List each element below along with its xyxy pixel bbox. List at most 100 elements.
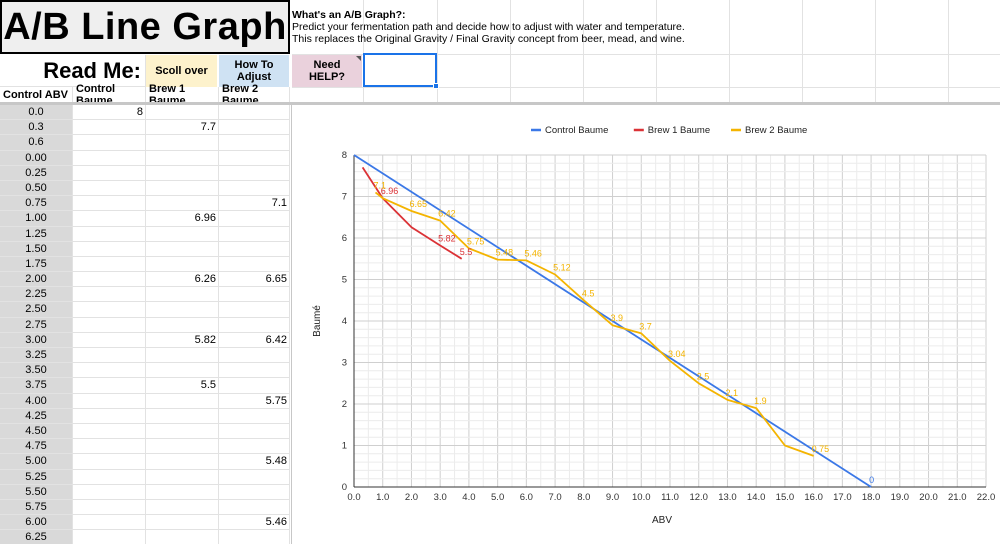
brew1-baume-cell[interactable] [146,363,219,379]
control-baume-cell[interactable] [73,530,146,544]
brew2-baume-cell[interactable] [219,378,290,394]
control-baume-cell[interactable] [73,515,146,531]
brew1-baume-cell[interactable] [146,302,219,318]
brew2-baume-cell[interactable] [219,484,290,500]
control-baume-cell[interactable] [73,120,146,136]
abv-cell[interactable]: 2.50 [0,302,73,318]
brew2-baume-cell[interactable] [219,408,290,424]
brew2-baume-cell[interactable] [219,439,290,455]
abv-cell[interactable]: 1.00 [0,211,73,227]
brew2-baume-cell[interactable] [219,363,290,379]
brew1-baume-cell[interactable] [146,454,219,470]
control-baume-cell[interactable] [73,302,146,318]
control-baume-cell[interactable] [73,439,146,455]
brew2-baume-cell[interactable] [219,165,290,181]
brew2-baume-cell[interactable] [219,423,290,440]
abv-cell[interactable]: 1.25 [0,226,73,242]
abv-cell[interactable]: 5.50 [0,484,73,500]
header-control-abv[interactable]: Control ABV [0,87,73,103]
abv-cell[interactable]: 4.50 [0,423,73,440]
abv-cell[interactable]: 4.25 [0,408,73,424]
control-baume-cell[interactable]: 8 [73,105,146,121]
control-baume-cell[interactable] [73,393,146,409]
control-baume-cell[interactable] [73,196,146,212]
brew2-baume-cell[interactable] [219,150,290,166]
abv-cell[interactable]: 6.25 [0,530,73,544]
brew2-baume-cell[interactable]: 6.42 [219,332,290,348]
brew1-baume-cell[interactable]: 6.96 [146,211,219,227]
abv-cell[interactable]: 0.00 [0,150,73,166]
abv-cell[interactable]: 3.25 [0,348,73,364]
brew2-baume-cell[interactable]: 5.75 [219,393,290,409]
abv-cell[interactable]: 3.75 [0,378,73,394]
control-baume-cell[interactable] [73,211,146,227]
abv-cell[interactable]: 0.6 [0,135,73,151]
abv-cell[interactable]: 4.75 [0,439,73,455]
control-baume-cell[interactable] [73,469,146,485]
brew1-baume-cell[interactable]: 5.5 [146,378,219,394]
brew1-baume-cell[interactable]: 5.82 [146,332,219,348]
brew1-baume-cell[interactable] [146,165,219,181]
title-cell[interactable]: A/B Line Graph [0,0,290,54]
selected-cell[interactable] [363,53,439,89]
brew2-baume-cell[interactable] [219,241,290,257]
abv-cell[interactable]: 3.50 [0,363,73,379]
brew1-baume-cell[interactable] [146,105,219,121]
brew2-baume-cell[interactable] [219,180,290,197]
brew1-baume-cell[interactable] [146,317,219,333]
brew1-baume-cell[interactable]: 7.7 [146,120,219,136]
brew2-baume-cell[interactable] [219,226,290,242]
brew1-baume-cell[interactable] [146,180,219,197]
how-to-adjust-button[interactable]: How To Adjust [219,55,290,87]
header-brew2-baume[interactable]: Brew 2 Baume [219,83,290,107]
abv-cell[interactable]: 1.50 [0,241,73,257]
control-baume-cell[interactable] [73,180,146,197]
brew2-baume-cell[interactable] [219,469,290,485]
control-baume-cell[interactable] [73,378,146,394]
abv-cell[interactable]: 2.25 [0,287,73,303]
line-chart[interactable]: 0.0 1.0 2.0 3.0 4.0 5.0 6.0 7.0 8.0 9.0 10.0 11.0 12… [291,105,1000,544]
control-baume-cell[interactable] [73,454,146,470]
abv-cell[interactable]: 5.75 [0,499,73,516]
abv-cell[interactable]: 6.00 [0,515,73,531]
brew2-baume-cell[interactable] [219,317,290,333]
control-baume-cell[interactable] [73,499,146,516]
abv-cell[interactable]: 0.25 [0,165,73,181]
brew2-baume-cell[interactable] [219,120,290,136]
brew1-baume-cell[interactable] [146,150,219,166]
brew2-baume-cell[interactable] [219,530,290,544]
brew2-baume-cell[interactable]: 7.1 [219,196,290,212]
abv-cell[interactable]: 5.25 [0,469,73,485]
control-baume-cell[interactable] [73,287,146,303]
brew2-baume-cell[interactable] [219,348,290,364]
abv-cell[interactable]: 0.0 [0,105,73,121]
brew2-baume-cell[interactable] [219,135,290,151]
control-baume-cell[interactable] [73,332,146,348]
control-baume-cell[interactable] [73,150,146,166]
brew2-baume-cell[interactable]: 6.65 [219,272,290,288]
brew1-baume-cell[interactable] [146,439,219,455]
brew2-baume-cell[interactable]: 5.48 [219,454,290,470]
control-baume-cell[interactable] [73,317,146,333]
brew1-baume-cell[interactable] [146,393,219,409]
brew2-baume-cell[interactable] [219,302,290,318]
brew1-baume-cell[interactable] [146,135,219,151]
brew2-baume-cell[interactable] [219,256,290,273]
abv-cell[interactable]: 5.00 [0,454,73,470]
control-baume-cell[interactable] [73,272,146,288]
brew2-baume-cell[interactable] [219,105,290,121]
brew1-baume-cell[interactable] [146,484,219,500]
brew1-baume-cell[interactable] [146,348,219,364]
control-baume-cell[interactable] [73,165,146,181]
abv-cell[interactable]: 0.3 [0,120,73,136]
scroll-over-button[interactable]: Scoll over [146,55,218,87]
header-control-baume[interactable]: Control Baume [73,83,146,107]
brew1-baume-cell[interactable] [146,241,219,257]
brew1-baume-cell[interactable] [146,256,219,273]
brew1-baume-cell[interactable] [146,196,219,212]
control-baume-cell[interactable] [73,484,146,500]
abv-cell[interactable]: 2.00 [0,272,73,288]
brew1-baume-cell[interactable] [146,469,219,485]
brew2-baume-cell[interactable] [219,499,290,516]
control-baume-cell[interactable] [73,408,146,424]
